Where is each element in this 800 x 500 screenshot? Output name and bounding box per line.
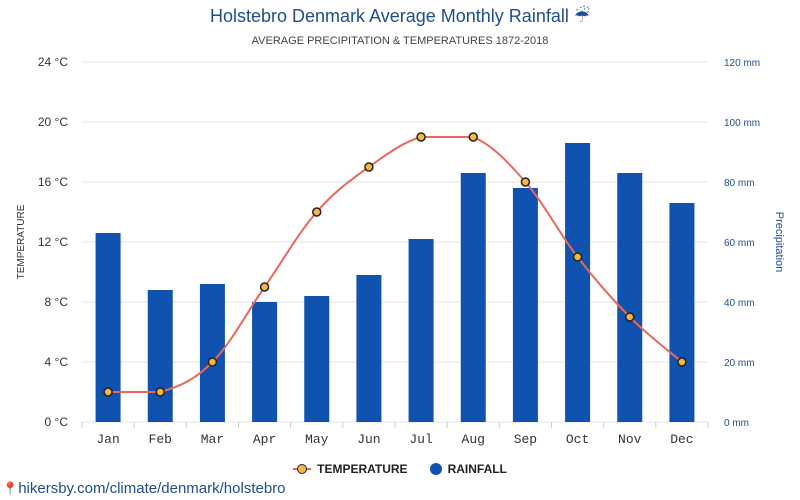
x-tick-label: Sep: [514, 432, 537, 447]
source-link[interactable]: 📍hikersby.com/climate/denmark/holstebro: [2, 480, 286, 497]
y-axis-label-right: Precipitation: [773, 212, 785, 273]
rainfall-bar[interactable]: [460, 173, 486, 422]
x-tick-label: May: [305, 432, 329, 447]
temperature-point[interactable]: [364, 162, 374, 172]
rainfall-bar[interactable]: [617, 173, 643, 422]
rainfall-bar[interactable]: [147, 290, 173, 422]
y-tick-label-left: 4 °C: [45, 355, 69, 369]
rainfall-bar[interactable]: [304, 296, 330, 422]
rainfall-legend-icon: [429, 463, 442, 475]
y-tick-label-left: 8 °C: [45, 295, 69, 309]
x-tick-label: Mar: [201, 432, 224, 447]
left-axis-ticks: 0 °C 4 °C 8 °C 12 °C 16 °C 20 °C 24 °C: [38, 55, 68, 429]
temperature-line: [108, 135, 683, 393]
temperature-legend-icon: [293, 463, 312, 475]
y-tick-label-left: 16 °C: [38, 175, 68, 189]
x-tick-label: Dec: [670, 432, 693, 447]
chart-subtitle: AVERAGE PRECIPITATION & TEMPERATURES 187…: [251, 35, 549, 47]
y-tick-label-right: 100 mm: [724, 118, 760, 129]
temperature-point[interactable]: [416, 132, 426, 142]
x-tick-label: Apr: [253, 432, 276, 447]
right-axis-ticks: 0 mm 20 mm 40 mm 60 mm 80 mm 100 mm 120 mm: [724, 58, 760, 429]
legend-label-temperature: TEMPERATURE: [317, 462, 408, 476]
x-tick-label: Jun: [357, 432, 380, 447]
y-tick-label-left: 20 °C: [38, 115, 68, 129]
legend-item-rainfall[interactable]: RAINFALL: [429, 462, 507, 476]
temperature-points: [103, 132, 687, 397]
map-pin-icon: 📍: [2, 481, 19, 496]
temperature-point[interactable]: [155, 387, 165, 397]
rainfall-bars: [95, 143, 695, 422]
temperature-point[interactable]: [572, 252, 583, 262]
rainfall-bar[interactable]: [408, 239, 434, 422]
y-tick-label-right: 20 mm: [724, 358, 755, 369]
y-tick-label-right: 40 mm: [724, 298, 755, 309]
legend-item-temperature[interactable]: TEMPERATURE: [293, 462, 408, 476]
y-tick-label-right: 0 mm: [724, 418, 749, 429]
source-url: hikersby.com/climate/denmark/holstebro: [18, 480, 286, 497]
y-tick-label-left: 12 °C: [38, 235, 68, 249]
x-axis-ticks: Jan Feb Mar Apr May Jun Jul Aug Sep Oct Nov Dec: [96, 432, 693, 447]
y-tick-label-left: 0 °C: [45, 415, 69, 429]
chart-title: Holstebro Denmark Average Monthly Rainfa…: [210, 6, 590, 26]
rainfall-bar[interactable]: [565, 143, 591, 422]
rainfall-bar[interactable]: [252, 302, 278, 422]
rainfall-temperature-chart: 0 °C 4 °C 8 °C 12 °C 16 °C 20 °C 24 °C 0 mm 20 …: [16, 55, 785, 447]
y-tick-label-right: 120 mm: [724, 58, 760, 69]
x-tick-label: Nov: [618, 432, 642, 447]
temperature-point[interactable]: [312, 207, 322, 217]
y-tick-label-right: 80 mm: [724, 178, 755, 189]
x-tick-label: Jul: [409, 432, 433, 447]
x-tick-label: Feb: [149, 432, 172, 447]
rainfall-bar[interactable]: [512, 188, 538, 422]
grid-lines: [81, 61, 709, 428]
temperature-point[interactable]: [259, 282, 270, 292]
x-tick-label: Jan: [96, 432, 119, 447]
y-axis-label-left: TEMPERATURE: [16, 204, 27, 279]
temperature-point[interactable]: [103, 387, 113, 397]
rainfall-bar[interactable]: [356, 275, 382, 422]
temperature-point[interactable]: [520, 177, 531, 187]
temperature-point[interactable]: [677, 357, 687, 367]
temperature-point[interactable]: [625, 312, 635, 322]
x-tick-label: Oct: [566, 432, 589, 447]
rainfall-bar[interactable]: [669, 203, 695, 422]
y-tick-label-left: 24 °C: [38, 55, 68, 69]
temperature-line-path: [108, 135, 683, 393]
temperature-point[interactable]: [468, 132, 478, 142]
temperature-point[interactable]: [207, 357, 218, 367]
y-tick-label-right: 60 mm: [724, 238, 755, 249]
x-tick-label: Aug: [462, 432, 485, 447]
legend-label-rainfall: RAINFALL: [447, 462, 507, 476]
chart-legend: TEMPERATURE RAINFALL: [0, 462, 800, 476]
